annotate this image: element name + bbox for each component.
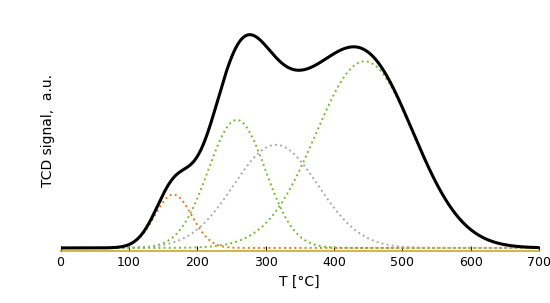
- X-axis label: T [°C]: T [°C]: [279, 275, 320, 289]
- Y-axis label: TCD signal,  a.u.: TCD signal, a.u.: [41, 74, 55, 187]
